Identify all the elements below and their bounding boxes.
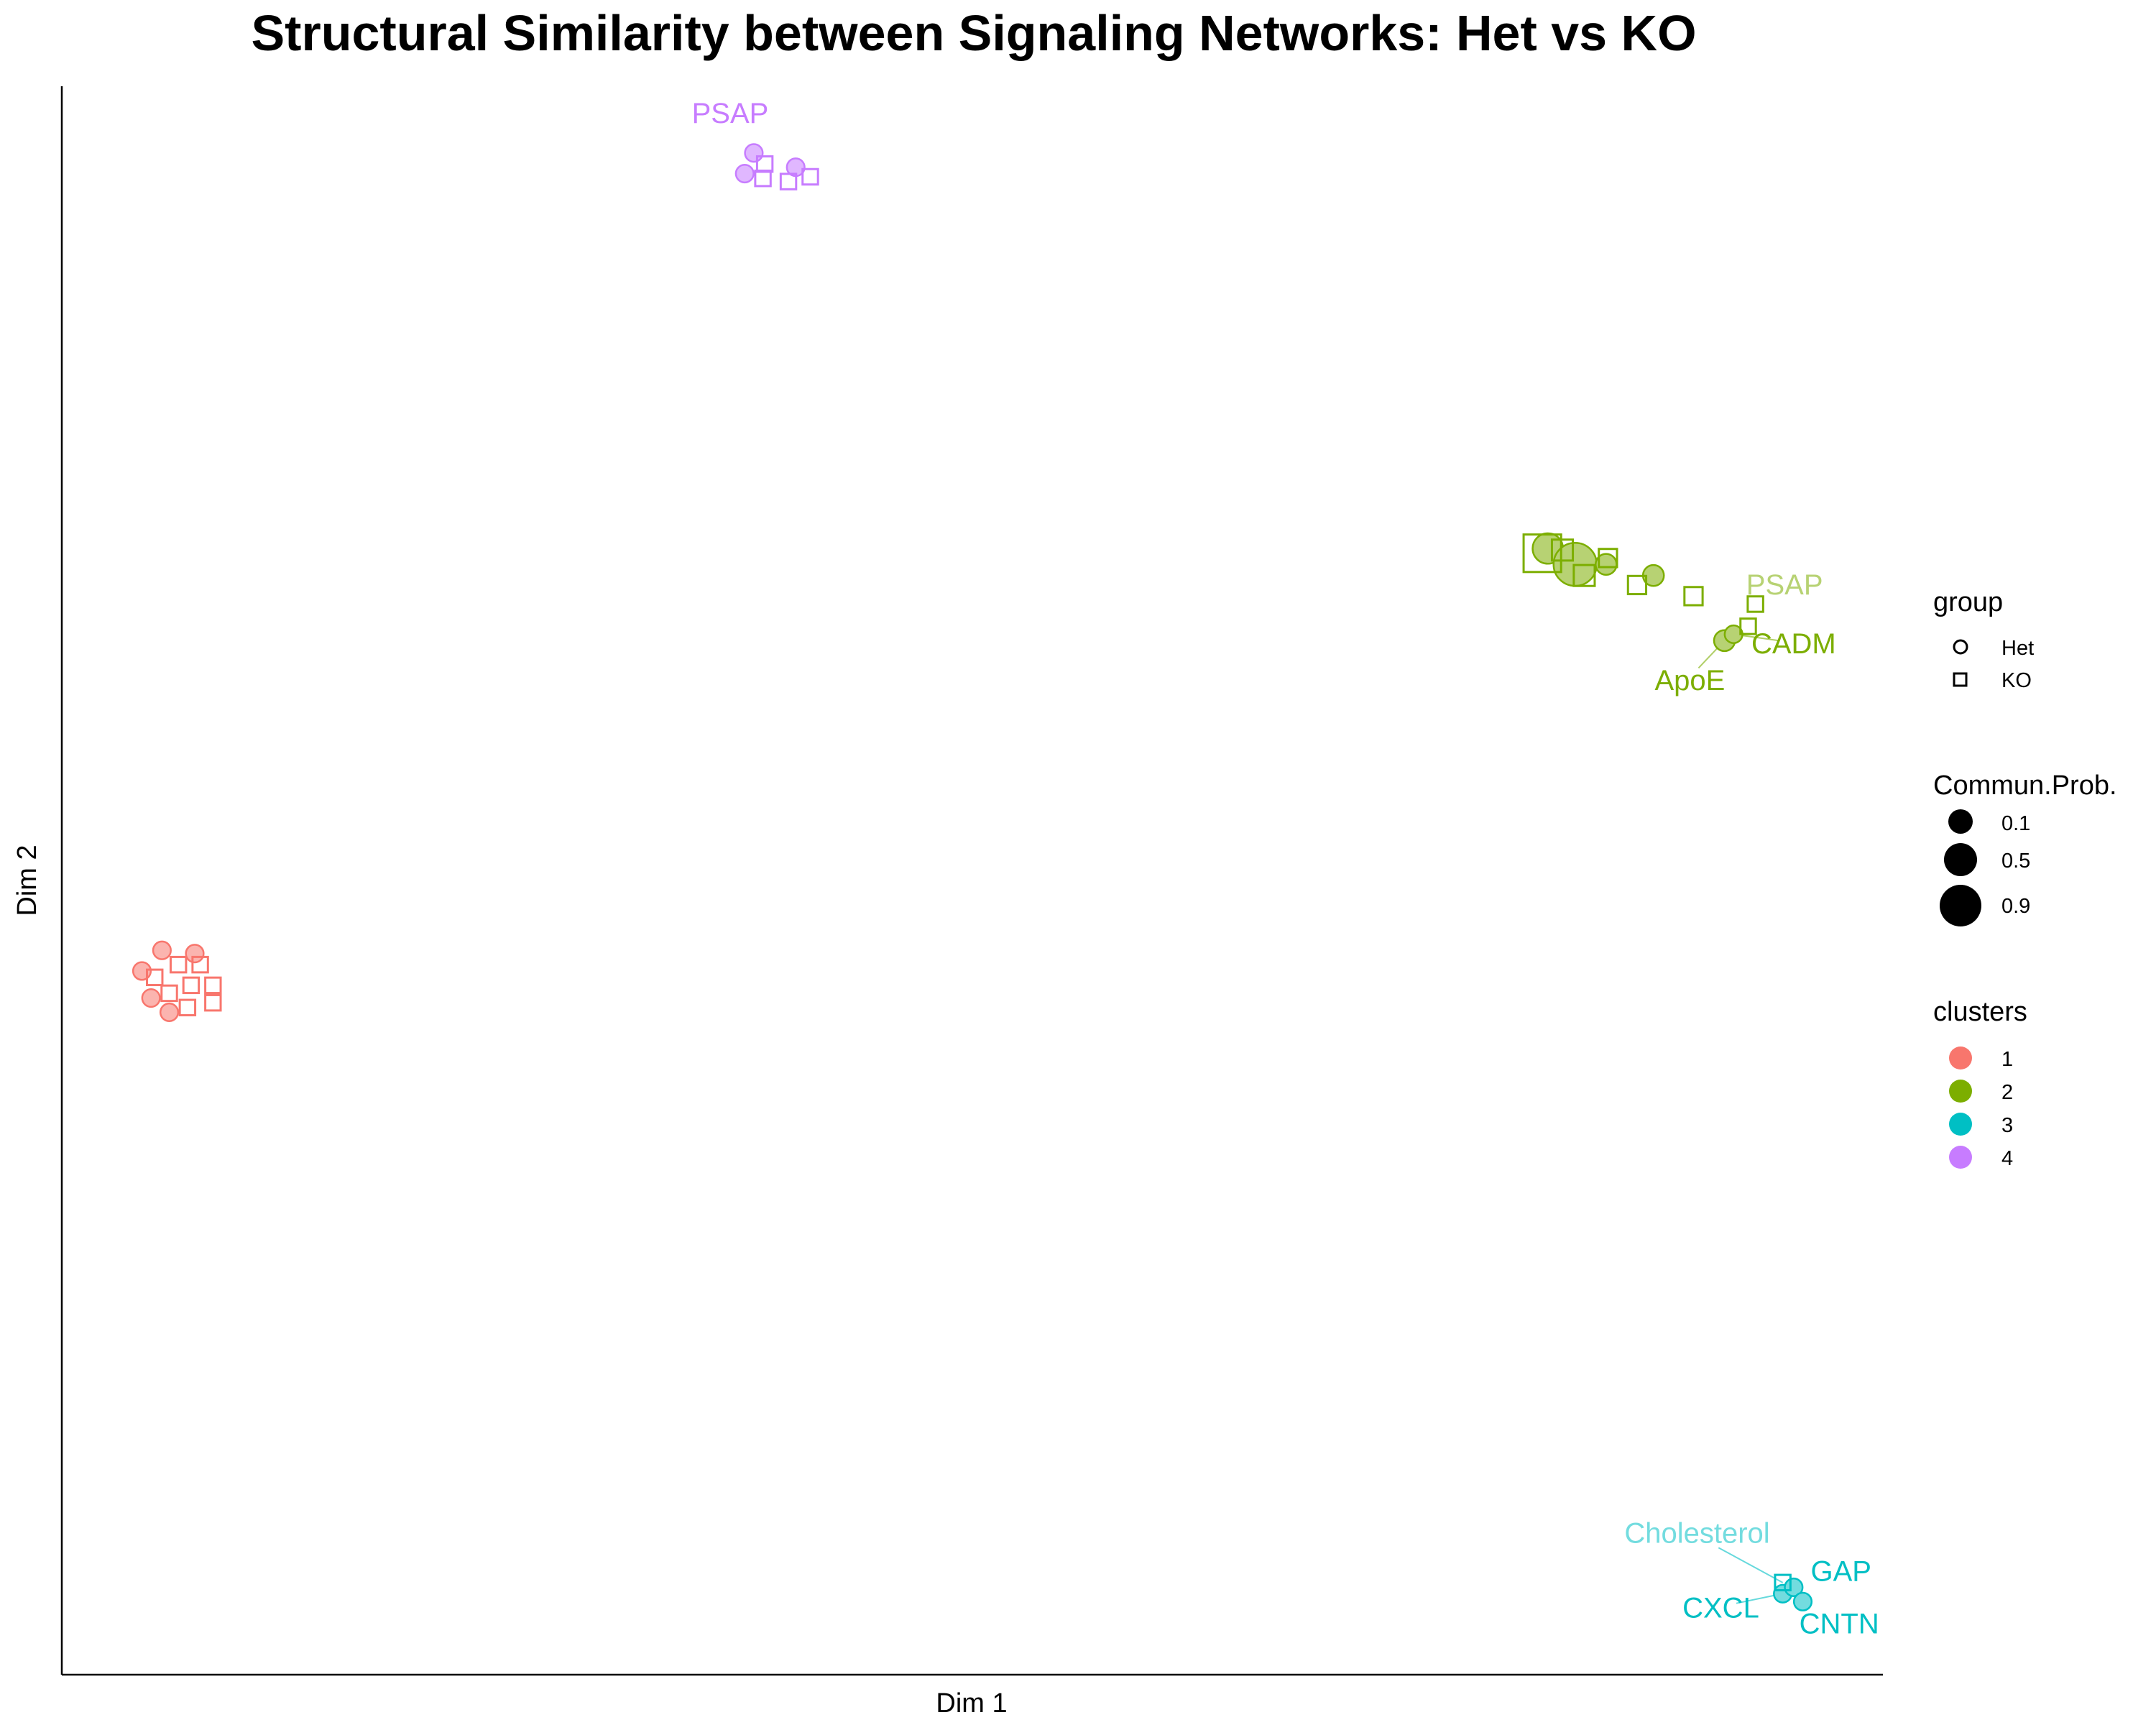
point-ko-cluster-2 — [1626, 574, 1648, 596]
point-ko-cluster-4 — [755, 155, 774, 173]
point-het-cluster-1 — [141, 988, 161, 1008]
legend-cluster-2-label: 2 — [2001, 1081, 2013, 1104]
legend-ko-square-icon — [1953, 672, 1968, 687]
legend-prob-0-5: 0.5 — [2001, 850, 2030, 873]
legend-cluster-3-label: 3 — [2001, 1114, 2013, 1137]
point-ko-cluster-1 — [146, 968, 164, 987]
legend-clusters-title: clusters — [1933, 997, 2027, 1027]
point-het-cluster-1 — [132, 961, 152, 981]
point-ko-cluster-1 — [204, 993, 222, 1012]
annotation-leader-line — [1718, 1547, 1784, 1583]
point-ko-cluster-2 — [1572, 564, 1596, 587]
legend-cluster-2-swatch — [1949, 1080, 1972, 1103]
point-label: GAP — [1810, 1556, 1871, 1588]
point-ko-cluster-1 — [178, 998, 197, 1017]
point-label: Cholesterol — [1624, 1518, 1769, 1550]
y-axis-label: Dim 2 — [12, 845, 42, 916]
legend-het-label: Het — [2001, 637, 2034, 660]
legend-cluster-3-swatch — [1949, 1113, 1972, 1136]
point-ko-cluster-4 — [801, 167, 819, 186]
point-ko-cluster-1 — [204, 976, 222, 995]
legend-prob-title: Commun.Prob. — [1933, 770, 2117, 801]
point-het-cluster-3 — [1792, 1591, 1813, 1611]
point-label: PSAP — [1746, 569, 1823, 601]
point-ko-cluster-1 — [160, 984, 178, 1003]
legend-group-title: group — [1933, 587, 2003, 617]
point-het-cluster-4 — [744, 143, 764, 163]
point-ko-cluster-1 — [169, 955, 188, 974]
legend-clusters-entries: 1 2 3 4 — [1949, 1046, 2013, 1170]
legend-prob-medium-icon — [1944, 843, 1977, 876]
point-het-cluster-3 — [1784, 1577, 1804, 1598]
legend-prob-large-icon — [1940, 885, 1981, 926]
point-ko-cluster-2 — [1550, 538, 1575, 562]
legend-prob-0-1: 0.1 — [2001, 812, 2030, 835]
point-ko-cluster-1 — [182, 976, 201, 995]
legend-cluster-1-label: 1 — [2001, 1048, 2013, 1071]
point-ko-cluster-2 — [1746, 595, 1764, 613]
legend-cluster-4-label: 4 — [2001, 1147, 2013, 1170]
point-het-cluster-1 — [185, 944, 205, 964]
legend-cluster-4-swatch — [1949, 1146, 1972, 1169]
point-ko-cluster-3 — [1774, 1573, 1792, 1592]
point-ko-cluster-4 — [779, 172, 798, 190]
point-label: PSAP — [692, 98, 769, 129]
point-ko-cluster-2 — [1739, 617, 1757, 635]
legend: group Het KO Commun.Prob. 0.1 0.5 0.9 cl… — [1933, 587, 2117, 1170]
point-ko-cluster-4 — [754, 169, 772, 188]
point-label: ApoE — [1654, 665, 1725, 696]
legend-het-circle-icon — [1953, 639, 1968, 655]
x-axis-label: Dim 1 — [936, 1688, 1007, 1719]
chart-title: Structural Similarity between Signaling … — [251, 5, 1696, 61]
point-het-cluster-1 — [152, 940, 172, 960]
point-ko-cluster-2 — [1522, 533, 1562, 574]
point-ko-cluster-2 — [1598, 548, 1618, 569]
point-label: CADM — [1751, 628, 1836, 660]
plot-area: PSAP PSAP CADM ApoE Cholesterol GAP CXCL CNTN — [132, 98, 1879, 1640]
legend-ko-label: KO — [2001, 669, 2032, 692]
point-ko-cluster-1 — [191, 955, 209, 974]
point-label: CNTN — [1800, 1609, 1879, 1640]
legend-prob-0-9: 0.9 — [2001, 895, 2030, 918]
legend-prob-small-icon — [1948, 809, 1973, 834]
point-het-cluster-4 — [734, 163, 755, 184]
point-label: CXCL — [1682, 1592, 1759, 1624]
point-het-cluster-1 — [159, 1002, 180, 1023]
point-ko-cluster-2 — [1683, 586, 1704, 607]
legend-cluster-1-swatch — [1949, 1046, 1972, 1070]
